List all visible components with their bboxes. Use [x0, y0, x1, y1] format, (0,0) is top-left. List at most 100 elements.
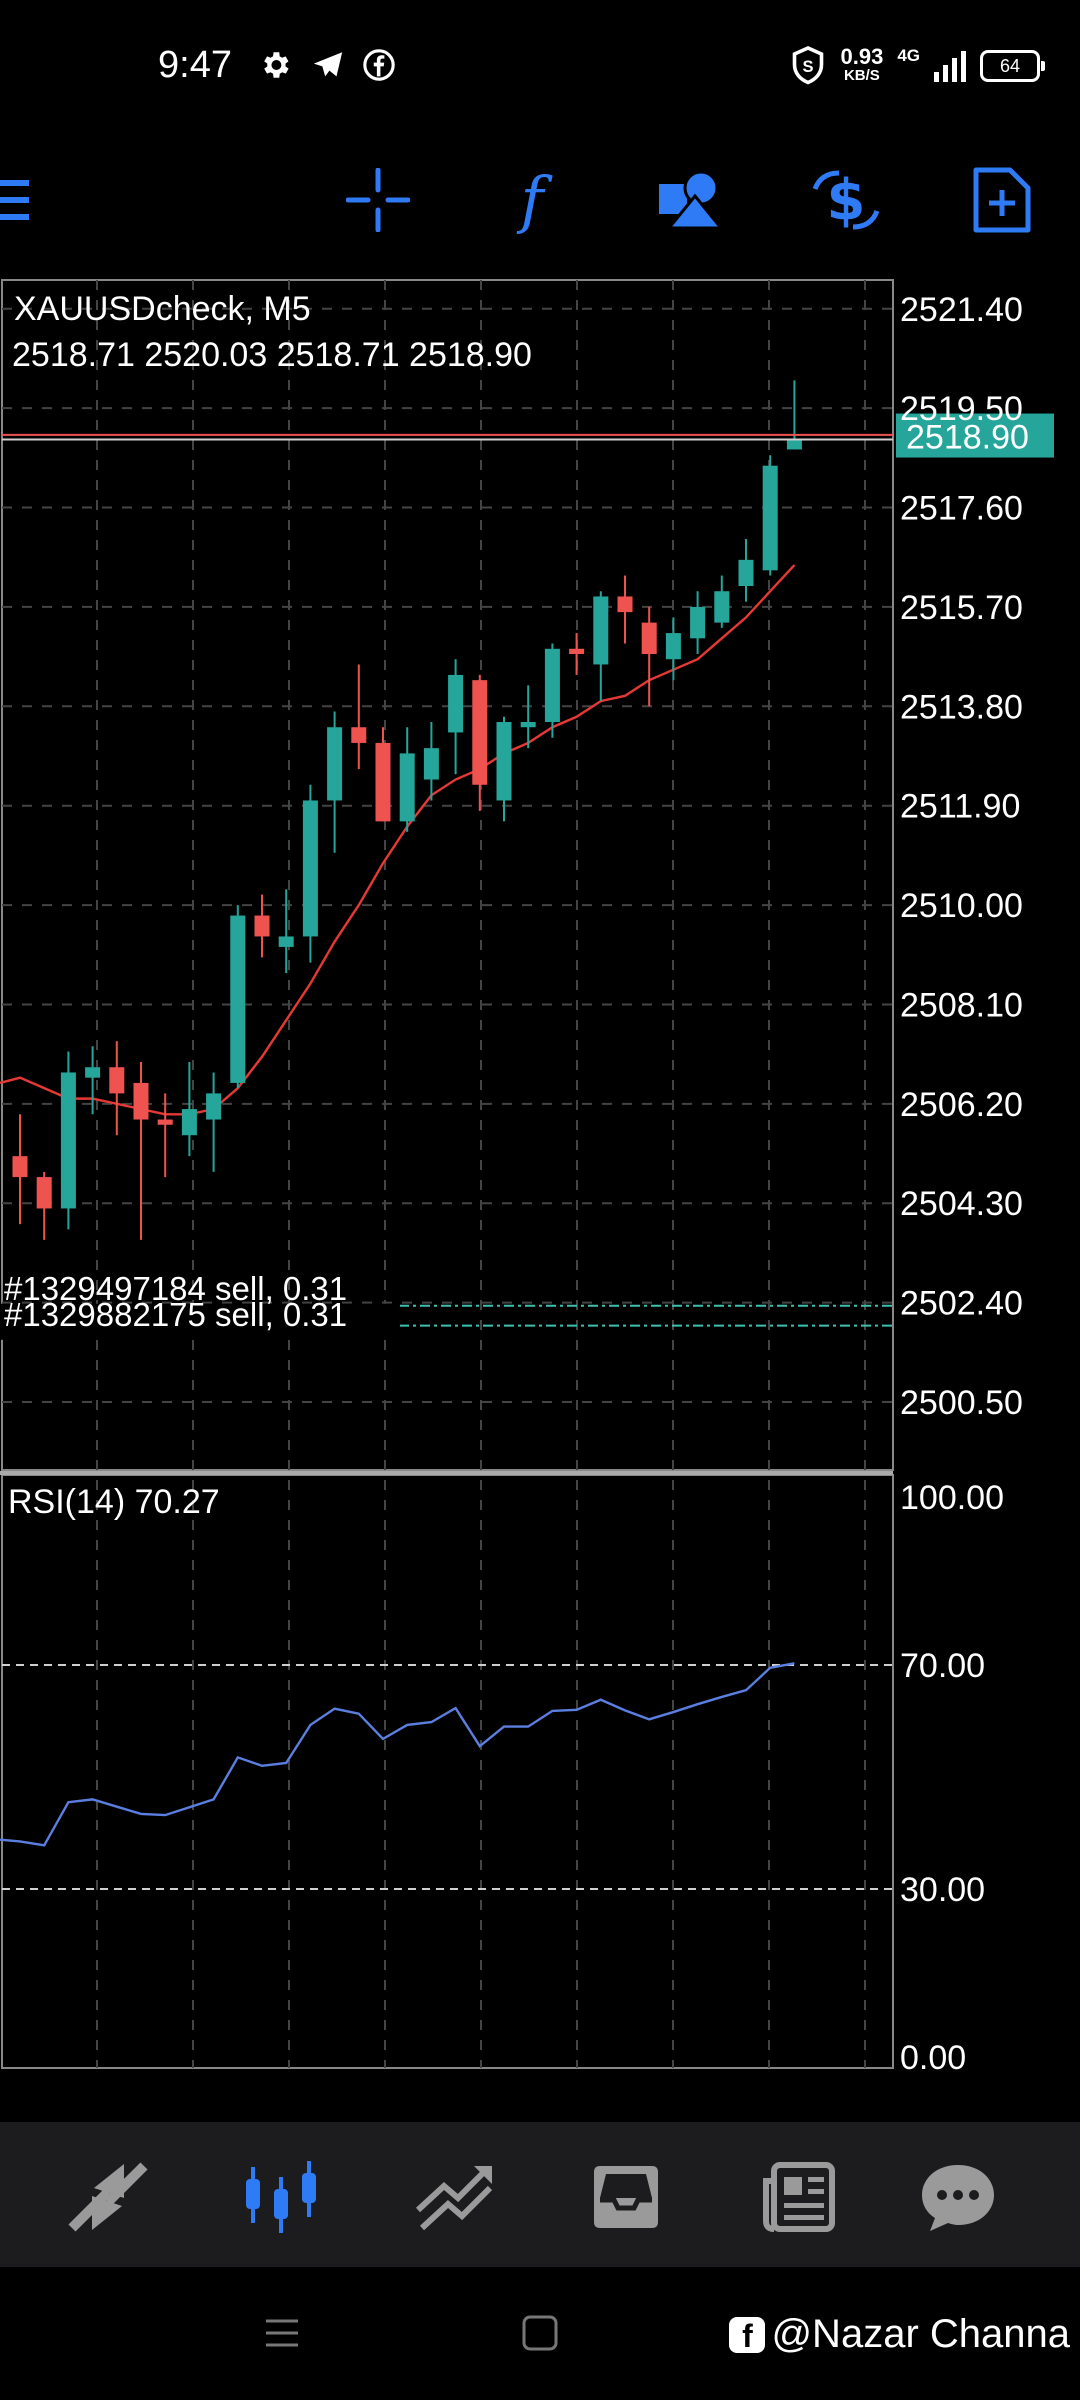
candle-body: [60, 1072, 76, 1209]
price-tick-label: 2502.40: [900, 1285, 1023, 1323]
shield-icon: S: [793, 46, 824, 85]
status-right: S 0.93 KB/S 4G 64: [790, 44, 1045, 88]
candle-body: [569, 648, 585, 654]
new-order-icon[interactable]: [962, 160, 1042, 240]
crosshair-icon[interactable]: [338, 160, 418, 240]
candle-body: [762, 465, 778, 571]
svg-text:f: f: [517, 165, 554, 235]
price-panel-border: [1, 279, 894, 1471]
network-type: 4G: [897, 46, 920, 65]
time-tick-label: 11 Sep 16:05: [4, 2076, 204, 2078]
price-tick-label: 2521.40: [900, 291, 1023, 329]
candle-body: [12, 1156, 28, 1178]
candle-body: [327, 727, 343, 801]
watermark: f @Nazar Channa: [729, 2312, 1070, 2357]
candle-body: [496, 722, 512, 801]
chart-symbol: XAUUSDcheck, M5: [14, 290, 311, 328]
candle-body: [85, 1067, 101, 1078]
candle-body: [157, 1119, 173, 1125]
candle-body: [665, 633, 681, 660]
rsi-panel: 100.00 70.00 30.00 0.00: [0, 1479, 1004, 2077]
indicators-icon[interactable]: f: [492, 160, 572, 240]
order-label: #1329497184 sell, 0.31: [4, 1270, 347, 1307]
candle-body: [544, 648, 560, 722]
candle-body: [786, 439, 802, 450]
candle-body: [36, 1177, 52, 1209]
network-speed: 0.93 KB/S: [840, 44, 884, 85]
ma-line: [0, 564, 796, 1116]
bid-price-tag: [896, 413, 1054, 458]
speed-value: 0.93: [840, 44, 884, 69]
candle-body: [278, 936, 294, 947]
candle-body: [181, 1109, 197, 1136]
candle-body: [714, 591, 730, 623]
candle-body: [399, 753, 415, 822]
chart-texts: XAUUSDcheck, M5 2518.71 2520.03 2518.71 …: [8, 290, 532, 1521]
price-tick-label: 2513.80: [900, 688, 1023, 726]
trade-icon[interactable]: $: [806, 160, 886, 240]
candle-body: [351, 727, 367, 743]
battery-icon: 64: [980, 50, 1045, 82]
price-tick-label: 2500.50: [900, 1384, 1023, 1422]
news-icon[interactable]: [748, 2152, 848, 2242]
watermark-text: @Nazar Channa: [771, 2312, 1070, 2356]
facebook-icon: [363, 49, 395, 81]
rsi-tick-label: 30.00: [900, 1871, 985, 1909]
chart-ohlc: 2518.71 2520.03 2518.71 2518.90: [12, 336, 532, 374]
price-tick-label: 2515.70: [900, 589, 1023, 627]
home-icon[interactable]: [520, 2313, 560, 2353]
menu-icon[interactable]: [0, 160, 60, 240]
candle-body: [206, 1093, 222, 1120]
time-tick-label: 11 Sep 18:05: [577, 2076, 777, 2078]
candle-body: [472, 680, 488, 785]
candle-body: [133, 1082, 149, 1120]
chart-area[interactable]: 2518.90 #1329497184 sell, 0.31 #1329882175…: [0, 278, 1080, 2114]
candle-body: [230, 915, 246, 1083]
settings-icon: [264, 52, 289, 78]
facebook-logo-icon: f: [729, 2316, 766, 2354]
candle-body: [520, 722, 536, 728]
rsi-line: [0, 1662, 795, 1847]
price-axis: 2521.40 2519.50 2517.60 2515.70 2513.80 2511.…: [900, 291, 1023, 1422]
status-bar: 9:47 S 0.93 KB/S 4G 64: [0, 0, 1080, 140]
bottom-navigation: [0, 2122, 1080, 2267]
time-tick-label: 11 Sep 17:05: [289, 2076, 489, 2078]
battery-level: 64: [999, 56, 1021, 76]
history-icon[interactable]: [576, 2152, 676, 2242]
candle-body: [375, 742, 391, 822]
chat-icon[interactable]: [908, 2152, 1008, 2242]
quotes-icon[interactable]: [58, 2152, 158, 2242]
price-tick-label: 2508.10: [900, 986, 1023, 1024]
system-navigation: [0, 2267, 1080, 2400]
chart-icon[interactable]: [232, 2152, 332, 2242]
order-label-mask: [0, 1303, 400, 1340]
price-tick-label: 2504.30: [900, 1185, 1023, 1223]
candle-body: [423, 748, 439, 780]
signal-icon: [934, 51, 966, 82]
chart-toolbar: f $: [0, 140, 1080, 260]
current-price-label: 2518.90: [906, 419, 1029, 457]
candle-body: [302, 800, 318, 937]
recents-icon[interactable]: [262, 2313, 302, 2353]
order-label: #1329882175 sell, 0.31: [4, 1296, 347, 1333]
candle-body: [617, 596, 633, 613]
price-chart[interactable]: 2518.90 #1329497184 sell, 0.31#1329882175…: [0, 278, 1080, 2114]
time-axis: 11 Sep 16:05 11 Sep 17:05 11 Sep 18:05: [4, 2076, 777, 2114]
rsi-tick-label: 0.00: [900, 2039, 966, 2077]
objects-icon[interactable]: [650, 160, 730, 240]
svg-text:S: S: [803, 58, 814, 76]
speed-unit: KB/S: [843, 67, 880, 84]
rsi-panel-border: [1, 1474, 894, 2069]
candles: [12, 380, 802, 1240]
telegram-icon: [313, 52, 343, 77]
trade-nav-icon[interactable]: [404, 2152, 504, 2242]
rsi-tick-label: 100.00: [900, 1479, 1004, 1517]
price-tick-label: 2506.20: [900, 1086, 1023, 1124]
candle-body: [738, 559, 754, 586]
candle-body: [690, 606, 706, 639]
status-time: 9:47: [158, 44, 232, 86]
price-lines: 2518.90 #1329497184 sell, 0.31#1329882175…: [0, 413, 1054, 1340]
price-tick-label: 2511.90: [900, 788, 1020, 826]
price-tick-label: 2519.50: [900, 390, 1023, 428]
candle-body: [641, 622, 657, 654]
